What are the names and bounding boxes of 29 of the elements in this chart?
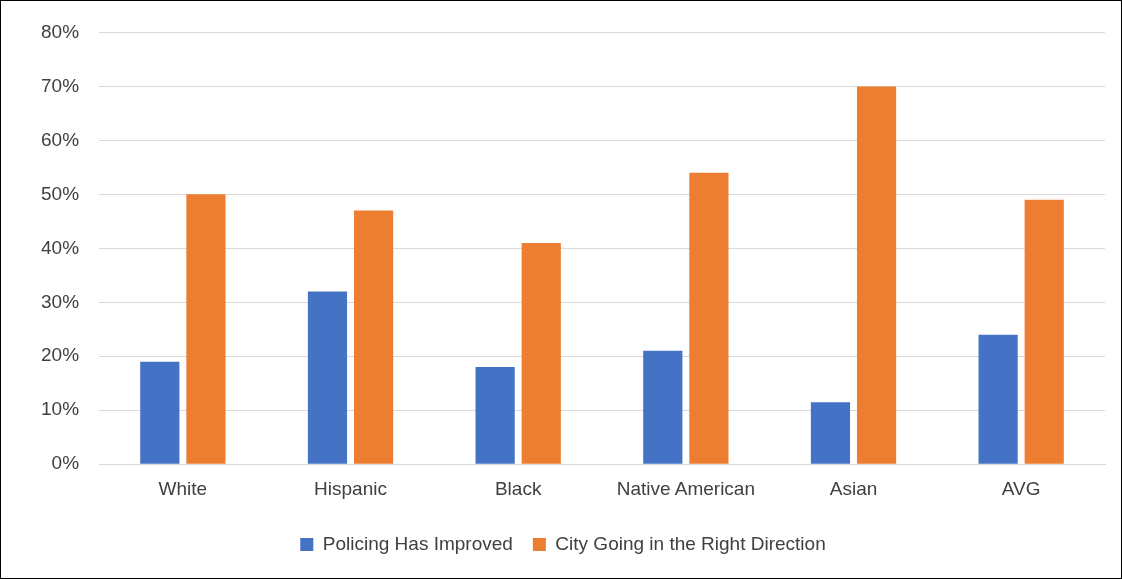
y-tick-label: 30% [41,290,80,312]
y-tick-label: 50% [41,182,80,204]
x-tick-label: Black [494,477,542,499]
bar [521,242,561,464]
x-tick-label: Hispanic [314,477,387,499]
bar [643,350,683,464]
y-tick-label: 70% [41,74,80,96]
bar [1024,199,1064,464]
legend-label: City Going in the Right Direction [555,532,826,554]
bar [810,402,851,464]
bar [186,194,226,464]
y-tick-label: 60% [41,128,80,150]
x-tick-label: White [158,477,208,499]
y-tick-label: 10% [41,398,80,420]
bar [475,367,515,464]
bar [689,172,729,464]
bar [856,86,897,464]
y-tick-label: 80% [41,20,80,42]
y-tick-label: 20% [41,344,80,366]
y-tick-label: 40% [41,236,80,258]
x-tick-label: Native American [616,477,756,499]
bar [978,334,1018,464]
x-tick-label: Asian [829,477,878,499]
x-tick-label: AVG [1001,477,1041,499]
bar [140,361,180,464]
legend-label: Policing Has Improved [322,532,513,554]
bar [353,210,394,464]
y-tick-label: 0% [51,452,80,474]
bar [307,291,348,464]
